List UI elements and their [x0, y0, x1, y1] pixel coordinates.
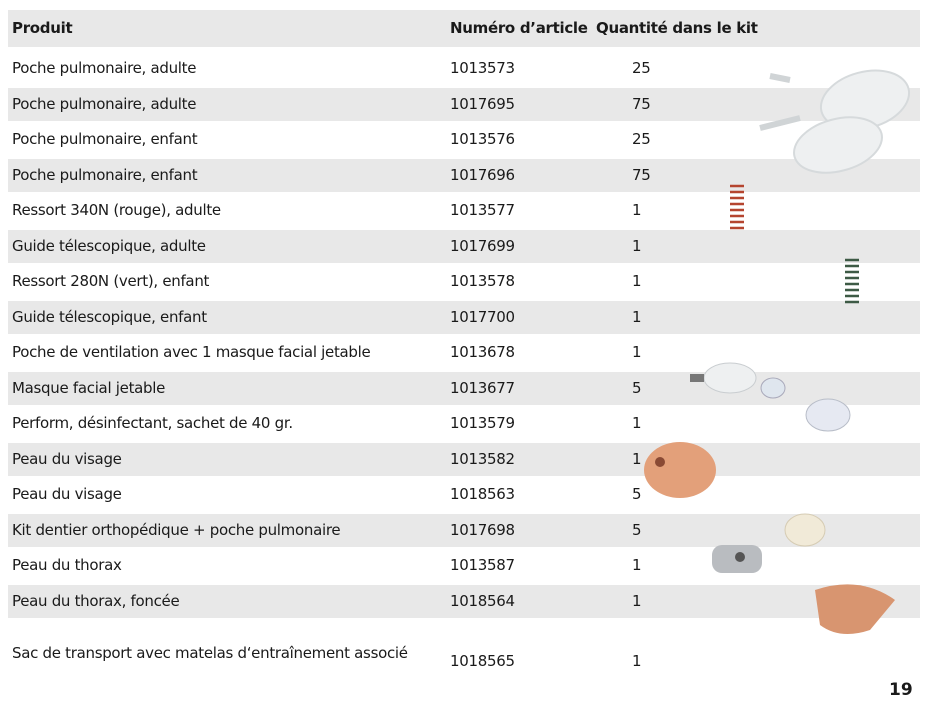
denture-kit: [712, 514, 825, 573]
illustrations: [0, 0, 929, 703]
page: ProduitNuméro d’articleQuantité dans le …: [0, 0, 929, 703]
face-skin: [644, 442, 716, 498]
chest-skin: [815, 584, 895, 634]
red-spring: [730, 186, 744, 228]
ventilation-bag: [690, 363, 850, 431]
lung-bags: [760, 61, 916, 181]
page-number: 19: [889, 680, 929, 700]
green-spring: [845, 260, 859, 302]
